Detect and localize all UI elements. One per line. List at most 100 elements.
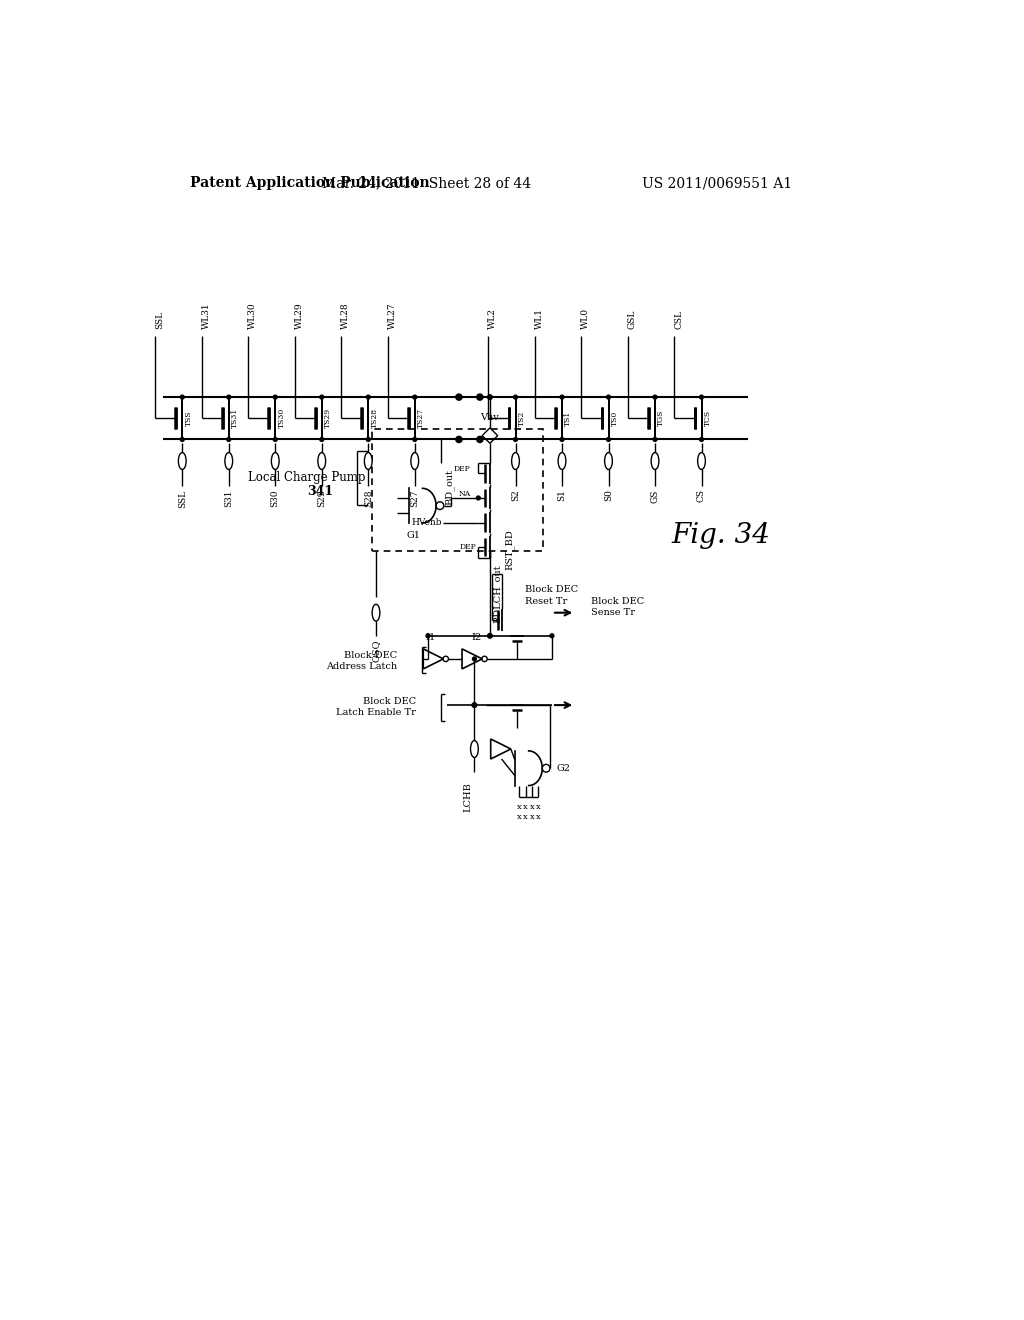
Circle shape [367,395,371,399]
Circle shape [319,395,324,399]
Circle shape [699,437,703,441]
Text: x: x [517,813,522,821]
Ellipse shape [225,453,232,470]
Text: TS27: TS27 [417,408,425,428]
Circle shape [477,395,483,400]
Circle shape [560,437,564,441]
Ellipse shape [372,605,380,622]
Circle shape [653,437,657,441]
Circle shape [653,395,657,399]
Text: I1: I1 [425,634,435,642]
Text: WL27: WL27 [388,302,396,330]
Circle shape [514,395,517,399]
Circle shape [699,395,703,399]
Text: S0: S0 [604,490,613,502]
Text: Patent Application Publication: Patent Application Publication [190,176,430,190]
Circle shape [226,437,230,441]
Text: G1: G1 [407,531,420,540]
Circle shape [367,437,371,441]
Text: WL31: WL31 [202,302,211,330]
Text: Vhv: Vhv [480,413,500,422]
Text: TS29: TS29 [324,408,332,428]
Text: WL2: WL2 [488,309,498,330]
Circle shape [550,634,554,638]
Text: NA: NA [459,490,471,498]
Text: x: x [536,804,541,812]
Text: WL29: WL29 [295,302,304,330]
Ellipse shape [365,453,372,470]
Circle shape [413,437,417,441]
Ellipse shape [558,453,566,470]
Text: TS0: TS0 [611,411,618,426]
Text: Address Latch: Address Latch [326,663,397,671]
Circle shape [606,437,610,441]
Text: TS1: TS1 [564,411,572,426]
Text: CSL: CSL [675,310,683,330]
Text: Block DEC: Block DEC [524,585,578,594]
Text: Mar. 24, 2011  Sheet 28 of 44: Mar. 24, 2011 Sheet 28 of 44 [322,176,530,190]
Text: WL0: WL0 [582,309,591,330]
Text: Block DEC: Block DEC [591,597,644,606]
Circle shape [487,395,493,400]
Ellipse shape [411,453,419,470]
Text: US 2011/0069551 A1: US 2011/0069551 A1 [642,176,792,190]
Ellipse shape [271,453,280,470]
Text: GSL: GSL [628,310,637,330]
Text: Fig. 34: Fig. 34 [672,523,770,549]
Circle shape [413,395,417,399]
Ellipse shape [317,453,326,470]
Text: x: x [523,804,528,812]
Text: TS28: TS28 [371,408,379,428]
Text: Block DEC: Block DEC [344,651,397,660]
Ellipse shape [604,453,612,470]
Text: DEP: DEP [460,544,477,552]
Circle shape [472,702,477,708]
Circle shape [606,395,610,399]
Circle shape [560,395,564,399]
Text: SSL: SSL [178,490,186,508]
Text: S27: S27 [411,490,419,507]
Circle shape [456,395,462,400]
Ellipse shape [471,741,478,758]
Text: x: x [529,813,535,821]
Circle shape [226,395,230,399]
Circle shape [477,437,483,442]
Text: RST_BD: RST_BD [505,529,514,570]
Circle shape [514,437,517,441]
Text: TS2: TS2 [518,411,526,426]
Text: S1: S1 [557,490,566,502]
Ellipse shape [178,453,186,470]
Bar [372,429,543,552]
Text: S31: S31 [224,490,233,507]
Ellipse shape [512,453,519,470]
Text: DEP: DEP [454,466,471,474]
Text: TCS: TCS [703,411,712,426]
Text: CS: CS [697,490,706,503]
Text: Latch Enable Tr: Latch Enable Tr [337,709,417,717]
Circle shape [319,437,324,441]
Text: HVenb: HVenb [412,519,442,527]
Circle shape [180,437,184,441]
Text: BDLCH_out: BDLCH_out [493,564,503,623]
Text: TS31: TS31 [231,408,239,429]
Text: x: x [523,813,528,821]
Text: GS: GS [650,490,659,503]
Text: S29: S29 [317,490,327,507]
Ellipse shape [651,453,658,470]
Circle shape [487,634,493,638]
Text: WL28: WL28 [341,302,350,330]
Circle shape [273,395,278,399]
Text: SSL: SSL [155,312,164,330]
Text: S28: S28 [364,490,373,507]
Ellipse shape [697,453,706,470]
Text: x: x [529,804,535,812]
Text: BD_out: BD_out [445,469,455,504]
Text: TS30: TS30 [278,408,286,429]
Text: Local Charge Pump: Local Charge Pump [248,471,365,484]
Circle shape [456,437,462,442]
Text: x: x [536,813,541,821]
Text: TSS: TSS [184,411,193,426]
Text: G2: G2 [556,764,570,772]
Text: S30: S30 [270,490,280,507]
Text: OSQ: OSQ [372,640,381,663]
